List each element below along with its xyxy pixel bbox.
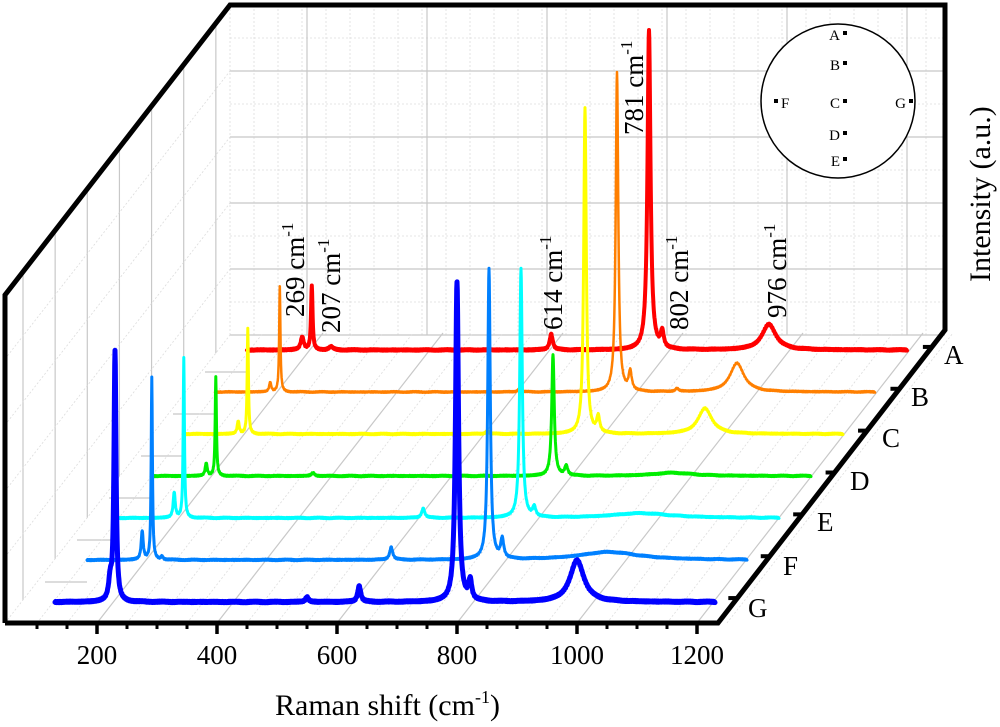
x-tick-label: 600 bbox=[317, 640, 358, 670]
grid-line bbox=[366, 332, 594, 624]
inset-point-marker bbox=[843, 99, 847, 103]
axes-frame bbox=[2, 2, 948, 626]
x-axis-title: Raman shift (cm-1) bbox=[275, 687, 500, 722]
series-line-G bbox=[52, 279, 718, 606]
grid-line bbox=[156, 332, 384, 624]
inset-point-label: D bbox=[829, 128, 840, 144]
peak-annotations: 269 cm-1 207 cm-1 614 cm-1 781 cm-1 802 … bbox=[278, 41, 792, 333]
grid-line bbox=[516, 332, 744, 624]
inset-point-marker bbox=[909, 99, 913, 103]
peak-annotation: 976 cm-1 bbox=[760, 224, 792, 318]
grid-line bbox=[606, 332, 834, 624]
series-group bbox=[52, 28, 909, 606]
depth-tick-label: D bbox=[850, 466, 870, 496]
grid-line bbox=[36, 332, 264, 624]
series-line-A bbox=[245, 28, 909, 353]
depth-tick-label: F bbox=[783, 551, 798, 581]
series-line-E bbox=[117, 266, 781, 521]
series-line-B bbox=[213, 70, 877, 394]
grid-line bbox=[96, 332, 324, 624]
x-tick-label: 1200 bbox=[670, 640, 724, 670]
depth-tick-labels: A B C D E F G bbox=[748, 340, 964, 623]
ticks bbox=[35, 344, 932, 634]
grid-line bbox=[456, 332, 684, 624]
peak-annotation: 269 cm-1 bbox=[278, 223, 310, 317]
inset-point-marker bbox=[843, 131, 847, 135]
depth-tick-label: A bbox=[944, 340, 964, 370]
inset-point-label: B bbox=[830, 58, 840, 74]
x-tick-label: 200 bbox=[77, 640, 118, 670]
x-axis-title-sup: -1 bbox=[475, 687, 490, 707]
x-axis-title-tail: ) bbox=[490, 689, 500, 722]
grid-line bbox=[4, 334, 231, 624]
wafer-outline bbox=[760, 23, 916, 179]
inset-point-label: C bbox=[830, 96, 840, 112]
inset-wafer-map: AB CDE F G bbox=[760, 23, 916, 179]
grid-line bbox=[486, 332, 714, 624]
inset-point-label: F bbox=[781, 96, 789, 112]
grid-line bbox=[4, 202, 231, 492]
grid-line bbox=[4, 268, 231, 558]
y-axis-title: Intensity (a.u.) bbox=[964, 106, 997, 282]
depth-tick-label: E bbox=[817, 507, 834, 537]
x-tick-label: 400 bbox=[197, 640, 238, 670]
grid-line bbox=[276, 332, 504, 624]
grid-line bbox=[216, 332, 444, 624]
series-line-D bbox=[149, 353, 813, 479]
grid-line bbox=[396, 332, 624, 624]
peak-annotation: 802 cm-1 bbox=[662, 236, 694, 330]
inset-point-marker bbox=[774, 99, 778, 103]
grid-line bbox=[186, 332, 414, 624]
x-tick-label: 800 bbox=[437, 640, 478, 670]
inset-point-marker bbox=[843, 61, 847, 65]
grid-line bbox=[4, 70, 231, 360]
inset-point-label: E bbox=[831, 154, 840, 170]
inset-point-label: G bbox=[895, 96, 906, 112]
depth-tick-label: B bbox=[911, 382, 929, 412]
x-tick-label: 1000 bbox=[550, 640, 604, 670]
inset-point-marker bbox=[843, 31, 847, 35]
grid-line bbox=[66, 332, 294, 624]
peak-annotation: 207 cm-1 bbox=[314, 239, 346, 333]
series-line-F bbox=[85, 266, 749, 563]
depth-tick-label: G bbox=[748, 593, 768, 623]
grid-line bbox=[246, 332, 474, 624]
peak-annotation: 614 cm-1 bbox=[536, 236, 568, 330]
x-tick-labels: 200 400 600 800 1000 1200 bbox=[77, 640, 724, 670]
grid-line bbox=[636, 332, 864, 624]
grid-line bbox=[576, 332, 804, 624]
series-line-C bbox=[181, 106, 845, 437]
grid-line bbox=[726, 332, 954, 624]
depth-tick-label: C bbox=[882, 423, 900, 453]
axis-frame bbox=[2, 2, 948, 626]
grid-line bbox=[126, 332, 354, 624]
grid-line bbox=[4, 136, 231, 426]
grid-line bbox=[666, 332, 894, 624]
grid-line bbox=[306, 332, 534, 624]
peak-annotation: 781 cm-1 bbox=[617, 41, 649, 135]
x-axis-title-main: Raman shift (cm bbox=[275, 689, 475, 722]
inset-point-label: A bbox=[829, 28, 840, 44]
inset-point-marker bbox=[843, 157, 847, 161]
